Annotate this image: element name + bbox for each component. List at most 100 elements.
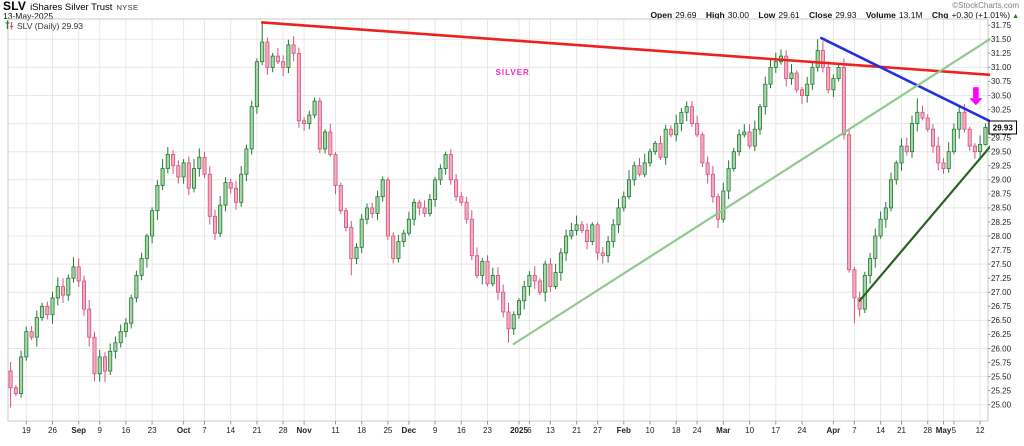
svg-text:Feb: Feb (617, 426, 631, 435)
candlestick-style-icon (5, 20, 14, 30)
svg-text:2025: 2025 (510, 426, 528, 435)
trendline-blue-resistance (819, 36, 990, 123)
svg-text:27.75: 27.75 (991, 246, 1012, 255)
svg-text:19: 19 (22, 426, 31, 435)
trendline-lightgreen-support (512, 37, 990, 346)
quote-low-value: 29.61 (778, 10, 800, 20)
svg-text:28: 28 (279, 426, 288, 435)
svg-text:25.50: 25.50 (991, 372, 1012, 381)
svg-text:26.50: 26.50 (991, 316, 1012, 325)
svg-text:27.50: 27.50 (991, 260, 1012, 269)
svg-text:26.25: 26.25 (991, 330, 1012, 339)
svg-text:29.50: 29.50 (991, 148, 1012, 157)
chart-date: 13-May-2025 (3, 11, 54, 21)
quote-high-label: High (705, 10, 725, 20)
svg-text:18: 18 (672, 426, 681, 435)
chg-up-triangle-icon: ▲ (1012, 13, 1019, 20)
svg-text:30.50: 30.50 (991, 91, 1012, 100)
svg-text:5: 5 (952, 426, 957, 435)
svg-text:10: 10 (745, 426, 754, 435)
svg-text:16: 16 (121, 426, 130, 435)
trendline-darkgreen-support (858, 145, 990, 302)
svg-text:26: 26 (48, 426, 57, 435)
svg-text:17: 17 (771, 426, 780, 435)
svg-text:29.93: 29.93 (993, 124, 1014, 133)
svg-text:Sep: Sep (71, 426, 86, 435)
svg-text:9: 9 (433, 426, 438, 435)
svg-text:23: 23 (148, 426, 157, 435)
svg-text:28.75: 28.75 (991, 190, 1012, 199)
svg-text:25.75: 25.75 (991, 358, 1012, 367)
svg-text:27.00: 27.00 (991, 288, 1012, 297)
svg-text:28.25: 28.25 (991, 218, 1012, 227)
svg-text:14: 14 (226, 426, 235, 435)
svg-text:24: 24 (798, 426, 807, 435)
x-axis-labels: 19 26 Sep 9 16 23 Oct 7 14 21 28 Nov 11 18 25 Dec 9 16 23 2… (22, 421, 985, 435)
svg-text:28.00: 28.00 (991, 232, 1012, 241)
quote-open-value: 29.69 (675, 10, 697, 20)
svg-text:Oct: Oct (177, 426, 191, 435)
svg-text:11: 11 (331, 426, 340, 435)
svg-text:Mar: Mar (716, 426, 730, 435)
svg-text:30.25: 30.25 (991, 105, 1012, 114)
svg-text:21: 21 (252, 426, 261, 435)
legend-text: SLV (Daily) 29.93 (17, 21, 83, 31)
svg-text:31.25: 31.25 (991, 49, 1012, 58)
svg-text:21: 21 (572, 426, 581, 435)
svg-text:Nov: Nov (297, 426, 313, 435)
svg-text:27: 27 (593, 426, 602, 435)
last-price-label: 29.93 (988, 120, 1017, 135)
svg-text:25.00: 25.00 (991, 401, 1012, 410)
svg-text:6: 6 (527, 426, 532, 435)
svg-text:13: 13 (546, 426, 555, 435)
svg-text:26.75: 26.75 (991, 302, 1012, 311)
candlesticks (8, 22, 988, 408)
svg-text:Dec: Dec (402, 426, 417, 435)
svg-text:24: 24 (693, 426, 702, 435)
svg-text:Apr: Apr (827, 426, 841, 435)
svg-text:21: 21 (897, 426, 906, 435)
quote-close-value: 29.93 (835, 10, 857, 20)
chart-header: SLV iShares Silver Trust NYSE (3, 0, 138, 13)
ticker-symbol: SLV (3, 0, 27, 13)
svg-text:25: 25 (383, 426, 392, 435)
svg-text:25.25: 25.25 (991, 386, 1012, 395)
quote-summary: Open 29.69 High 30.00 Low 29.61 Close 29.93 … (643, 10, 1019, 20)
svg-text:29.00: 29.00 (991, 176, 1012, 185)
chart-legend: SLV (Daily) 29.93 (5, 20, 83, 31)
quote-close-label: Close (809, 10, 833, 20)
svg-text:27.25: 27.25 (991, 274, 1012, 283)
svg-text:31.00: 31.00 (991, 63, 1012, 72)
svg-text:26.00: 26.00 (991, 344, 1012, 353)
svg-text:31.50: 31.50 (991, 35, 1012, 44)
svg-text:10: 10 (646, 426, 655, 435)
svg-text:12: 12 (976, 426, 985, 435)
svg-text:31.75: 31.75 (991, 21, 1012, 30)
svg-text:16: 16 (457, 426, 466, 435)
security-name: iShares Silver Trust (30, 2, 113, 13)
svg-text:30.75: 30.75 (991, 77, 1012, 86)
silver-annotation: SILVER (496, 68, 530, 77)
quote-chg-value: +0.30 (+1.01%) (951, 10, 1011, 20)
svg-text:28: 28 (923, 426, 932, 435)
svg-text:29.25: 29.25 (991, 162, 1012, 171)
svg-text:May: May (936, 426, 952, 435)
exchange-name: NYSE (116, 3, 139, 12)
copyright-notice: ©StockCharts.com (952, 1, 1019, 10)
quote-high-value: 30.00 (727, 10, 749, 20)
svg-text:18: 18 (357, 426, 366, 435)
plot-border (7, 18, 989, 422)
svg-text:28.50: 28.50 (991, 204, 1012, 213)
down-arrow-icon (969, 87, 983, 106)
svg-text:29.75: 29.75 (991, 133, 1012, 142)
quote-low-label: Low (758, 10, 776, 20)
quote-chg-label: Chg (931, 10, 949, 20)
quote-volume-label: Volume (865, 10, 896, 20)
quote-open-label: Open (650, 10, 673, 20)
quote-volume-value: 13.1M (898, 10, 923, 20)
svg-text:7: 7 (852, 426, 857, 435)
svg-text:14: 14 (876, 426, 885, 435)
